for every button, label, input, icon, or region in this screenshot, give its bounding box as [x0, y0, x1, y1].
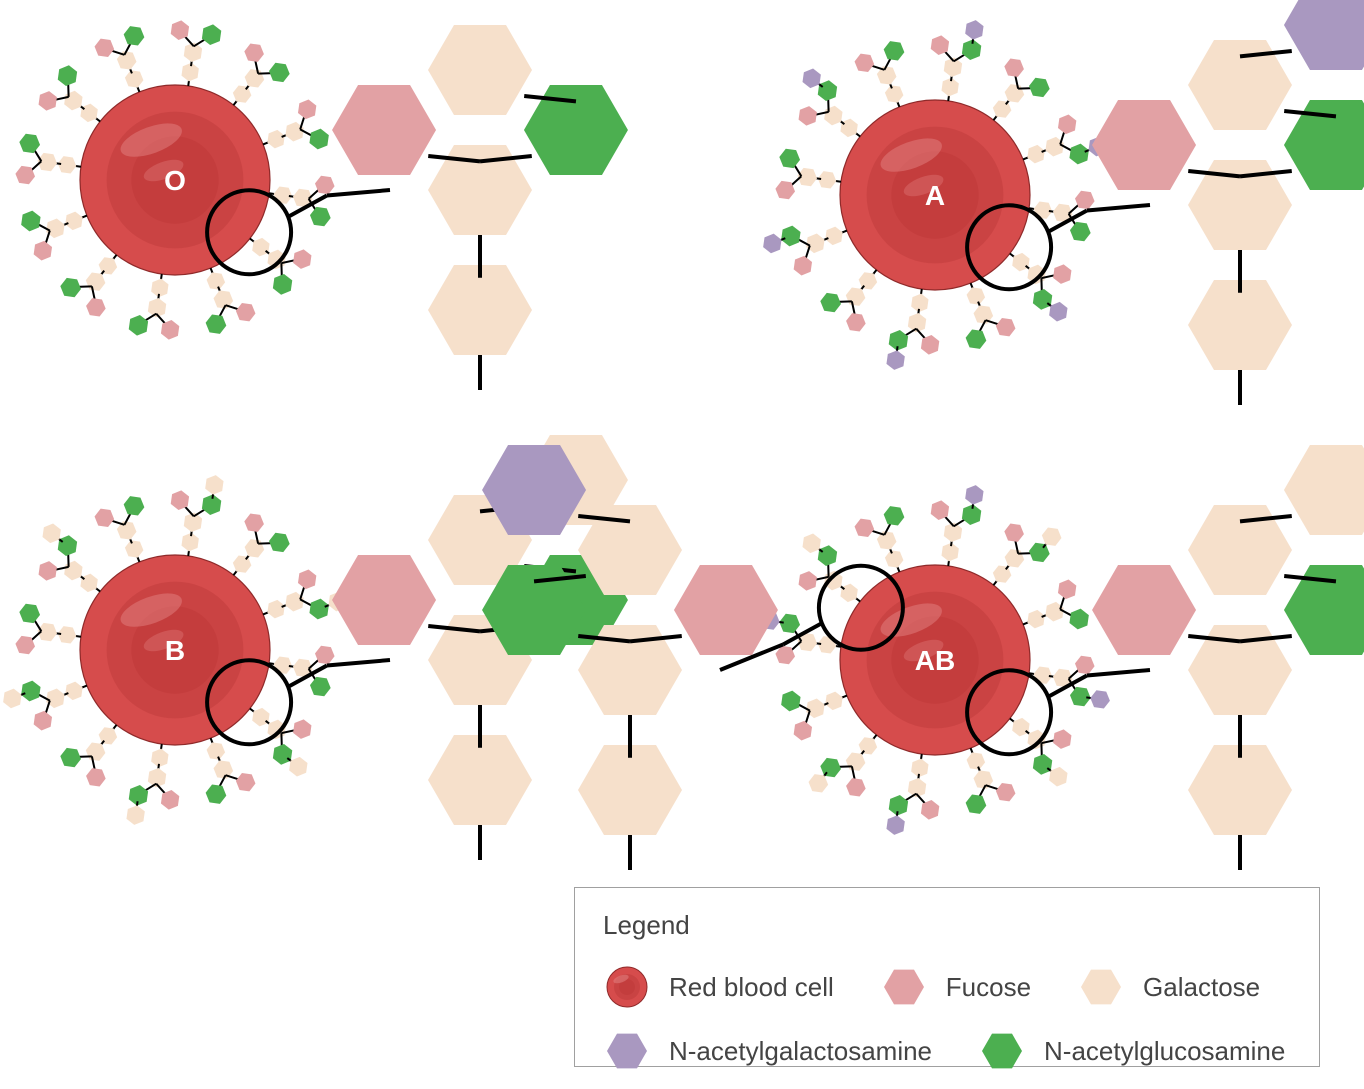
- svg-text:B: B: [165, 635, 185, 666]
- legend-label: Fucose: [946, 972, 1031, 1003]
- legend-item: N-acetylglucosamine: [978, 1027, 1285, 1075]
- legend-item: Fucose: [880, 963, 1031, 1011]
- legend-row-1: Red blood cell Fucose Galactose: [603, 963, 1291, 1011]
- legend-label: Red blood cell: [669, 972, 834, 1003]
- panel-A: A: [756, 0, 1364, 405]
- legend-item: Red blood cell: [603, 963, 834, 1011]
- legend-title: Legend: [603, 910, 1291, 941]
- legend-item: N-acetylgalactosamine: [603, 1027, 932, 1075]
- svg-text:O: O: [164, 165, 186, 196]
- legend-swatch-galactose: [1077, 963, 1125, 1011]
- panel-AB: AB: [482, 445, 1364, 870]
- legend-swatch-nag_galactosamine: [603, 1027, 651, 1075]
- legend-label: N-acetylgalactosamine: [669, 1036, 932, 1067]
- legend-label: Galactose: [1143, 972, 1260, 1003]
- legend-label: N-acetylglucosamine: [1044, 1036, 1285, 1067]
- panel-O: O: [10, 15, 627, 390]
- legend-row-2: N-acetylgalactosamine N-acetylglucosamine: [603, 1027, 1291, 1075]
- svg-text:A: A: [925, 180, 945, 211]
- legend-item: Galactose: [1077, 963, 1260, 1011]
- legend-swatch-cell: [603, 963, 651, 1011]
- legend-swatch-nag_glucosamine: [978, 1027, 1026, 1075]
- svg-text:AB: AB: [915, 645, 955, 676]
- legend-swatch-fucose: [880, 963, 928, 1011]
- legend-box: Legend Red blood cell Fucose Galactose N-a…: [574, 887, 1320, 1067]
